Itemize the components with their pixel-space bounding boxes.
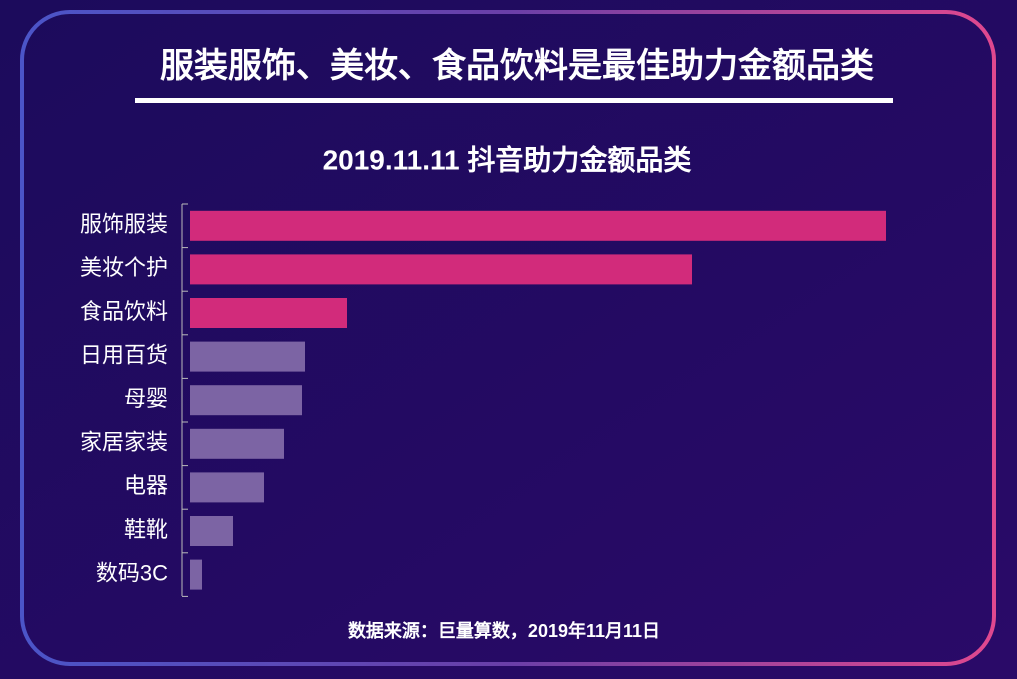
bar	[190, 428, 284, 459]
y-tick-label: 母婴	[124, 386, 168, 411]
headline-underline	[135, 98, 893, 103]
chart-title: 2019.11.11 抖音助力金额品类	[323, 143, 692, 175]
y-tick-label: 电器	[124, 473, 168, 498]
y-tick-label: 鞋靴	[124, 517, 168, 542]
bar	[190, 385, 302, 416]
y-tick-label: 服饰服装	[80, 212, 168, 237]
source: 数据来源：巨量算数，2019年11月11日	[348, 620, 660, 641]
y-tick-label: 家居家装	[80, 430, 168, 455]
bar	[190, 559, 202, 590]
bar	[190, 254, 692, 285]
bar	[190, 472, 264, 503]
y-tick-label: 数码3C	[96, 560, 168, 585]
bar	[190, 341, 305, 372]
bar	[190, 298, 347, 328]
y-tick-label: 日用百货	[80, 342, 168, 367]
bar	[190, 210, 886, 241]
bar	[190, 516, 233, 546]
headline: 服装服饰、美妆、食品饮料是最佳助力金额品类	[160, 46, 874, 85]
frame	[20, 10, 996, 666]
y-tick-label: 美妆个护	[80, 255, 168, 280]
y-tick-label: 食品饮料	[80, 299, 168, 324]
